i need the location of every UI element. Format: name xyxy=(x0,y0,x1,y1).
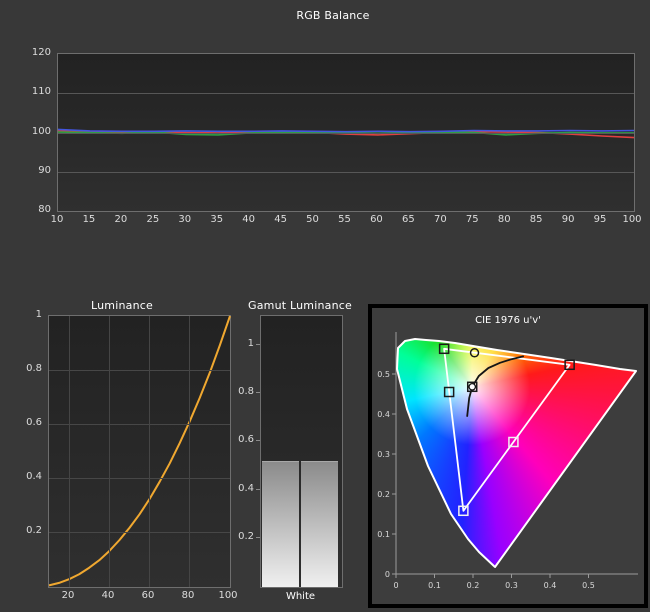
x-tick-label: 0.2 xyxy=(467,581,480,590)
y-tick-label: 80 xyxy=(38,204,51,215)
white-point-marker-center xyxy=(468,382,477,391)
planckian-locus-curve xyxy=(466,355,525,417)
x-tick-label: 60 xyxy=(141,590,155,601)
x-tick-label: 65 xyxy=(402,214,415,225)
x-tick-label: 10 xyxy=(50,214,64,225)
x-tick-label: 60 xyxy=(370,214,383,225)
x-tick-label: 0.1 xyxy=(428,581,441,590)
x-tick-label: 40 xyxy=(242,214,256,225)
x-tick-label: 80 xyxy=(181,590,195,601)
gamut-luminance-title: Gamut Luminance xyxy=(248,299,352,312)
cie-overlay-svg: 0 0.1 0.2 0.3 0.4 0.5 0 0.1 0.2 0.3 0.4 0.5 xyxy=(377,332,638,590)
y-tick-label: 90 xyxy=(38,164,51,176)
x-tick-label: 85 xyxy=(529,214,543,225)
gridline xyxy=(49,532,230,533)
x-tick-label: 40 xyxy=(101,590,115,601)
y-tick-label: 0.3 xyxy=(377,450,390,459)
x-tick-label: 30 xyxy=(178,214,192,225)
white-point-marker xyxy=(466,381,478,393)
x-tick-label: 25 xyxy=(146,214,160,225)
gamut-luminance-plot[interactable] xyxy=(260,315,343,588)
luminance-curve-svg xyxy=(48,315,231,587)
gridline xyxy=(58,132,634,134)
cie-chart[interactable]: 0 0.1 0.2 0.3 0.4 0.5 0 0.1 0.2 0.3 0.4 0.5 xyxy=(374,322,642,604)
gridline xyxy=(58,171,634,173)
x-tick-label: 100 xyxy=(622,214,642,225)
green-primary-marker xyxy=(438,343,450,355)
luminance-title: Luminance xyxy=(91,299,153,312)
cyan-secondary-marker xyxy=(443,386,455,398)
gridline xyxy=(189,316,190,587)
y-tick-label: 0.4 xyxy=(26,471,42,482)
x-tick-label: 15 xyxy=(82,214,96,225)
x-tick-label: 20 xyxy=(61,590,75,601)
spectral-locus-outline xyxy=(396,338,637,568)
gridline xyxy=(69,316,70,587)
y-tick-label: 0.5 xyxy=(377,370,390,379)
gridline xyxy=(149,316,150,587)
x-tick-label: 100 xyxy=(218,590,238,601)
gamut-triangle xyxy=(443,347,571,512)
magenta-secondary-marker xyxy=(508,436,519,448)
blue-primary-marker xyxy=(458,505,469,517)
y-tick-label: 0.4 xyxy=(377,410,390,419)
gridline xyxy=(58,93,634,95)
gridline xyxy=(49,424,230,425)
x-tick-label: 50 xyxy=(306,214,319,225)
y-tick-label: 0.2 xyxy=(26,525,42,536)
gamut-bar xyxy=(262,461,299,587)
blue-series-line xyxy=(57,128,635,133)
x-tick-label: 95 xyxy=(593,214,607,225)
x-tick-label: 80 xyxy=(497,214,511,225)
rgb-balance-title: RGB Balance xyxy=(296,9,370,22)
y-tick-label: 0.6 xyxy=(26,417,42,428)
gamut-bars xyxy=(261,316,342,587)
luminance-curve xyxy=(48,315,231,587)
y-tick-label: 110 xyxy=(31,86,51,98)
luminance-plot[interactable] xyxy=(48,315,231,588)
x-tick-label: 70 xyxy=(433,214,447,225)
gamut-category-label: White xyxy=(285,591,316,602)
y-tick-label: 0 xyxy=(385,570,390,579)
y-tick-label: 1 xyxy=(35,309,42,320)
x-tick-label: 0.3 xyxy=(505,581,518,590)
gridline xyxy=(109,316,110,587)
rgb-balance-plot[interactable] xyxy=(57,53,635,212)
x-tick-label: 55 xyxy=(338,214,351,225)
x-tick-label: 45 xyxy=(274,214,287,225)
y-tick-label: 120 xyxy=(31,47,51,58)
x-tick-label: 90 xyxy=(561,214,575,225)
x-tick-label: 20 xyxy=(114,214,128,225)
x-tick-label: 35 xyxy=(210,214,224,225)
x-tick-label: 0 xyxy=(393,581,398,590)
yellow-secondary-marker xyxy=(469,348,480,358)
y-tick-label: 0.8 xyxy=(26,363,42,374)
x-tick-label: 0.5 xyxy=(582,581,595,590)
x-tick-label: 0.4 xyxy=(544,581,557,590)
y-tick-label: 100 xyxy=(31,125,51,137)
gridline xyxy=(49,370,230,371)
red-primary-marker xyxy=(564,359,575,371)
gridline xyxy=(49,478,230,479)
y-tick-label: 0.1 xyxy=(377,530,390,539)
x-tick-label: 75 xyxy=(465,214,479,225)
y-tick-label: 0.2 xyxy=(377,490,390,499)
gamut-bar xyxy=(301,461,338,587)
